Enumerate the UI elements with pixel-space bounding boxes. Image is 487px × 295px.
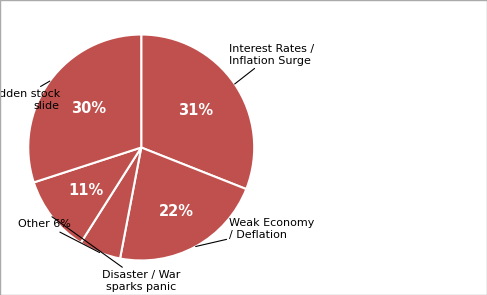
Text: 22%: 22%: [159, 204, 194, 219]
Wedge shape: [28, 35, 141, 182]
Text: Weak Economy
/ Deflation: Weak Economy / Deflation: [196, 218, 315, 247]
Wedge shape: [34, 148, 141, 243]
Text: Other 6%: Other 6%: [19, 219, 100, 253]
Text: 30%: 30%: [71, 101, 106, 117]
Wedge shape: [81, 148, 141, 258]
Text: 11%: 11%: [68, 183, 104, 198]
Text: Interest Rates /
Inflation Surge: Interest Rates / Inflation Surge: [229, 44, 315, 84]
Wedge shape: [120, 148, 246, 260]
Wedge shape: [141, 35, 254, 189]
Text: Disaster / War
sparks panic: Disaster / War sparks panic: [52, 217, 180, 292]
Text: A sudden stock
slide: A sudden stock slide: [0, 81, 60, 111]
Text: 31%: 31%: [178, 103, 213, 118]
